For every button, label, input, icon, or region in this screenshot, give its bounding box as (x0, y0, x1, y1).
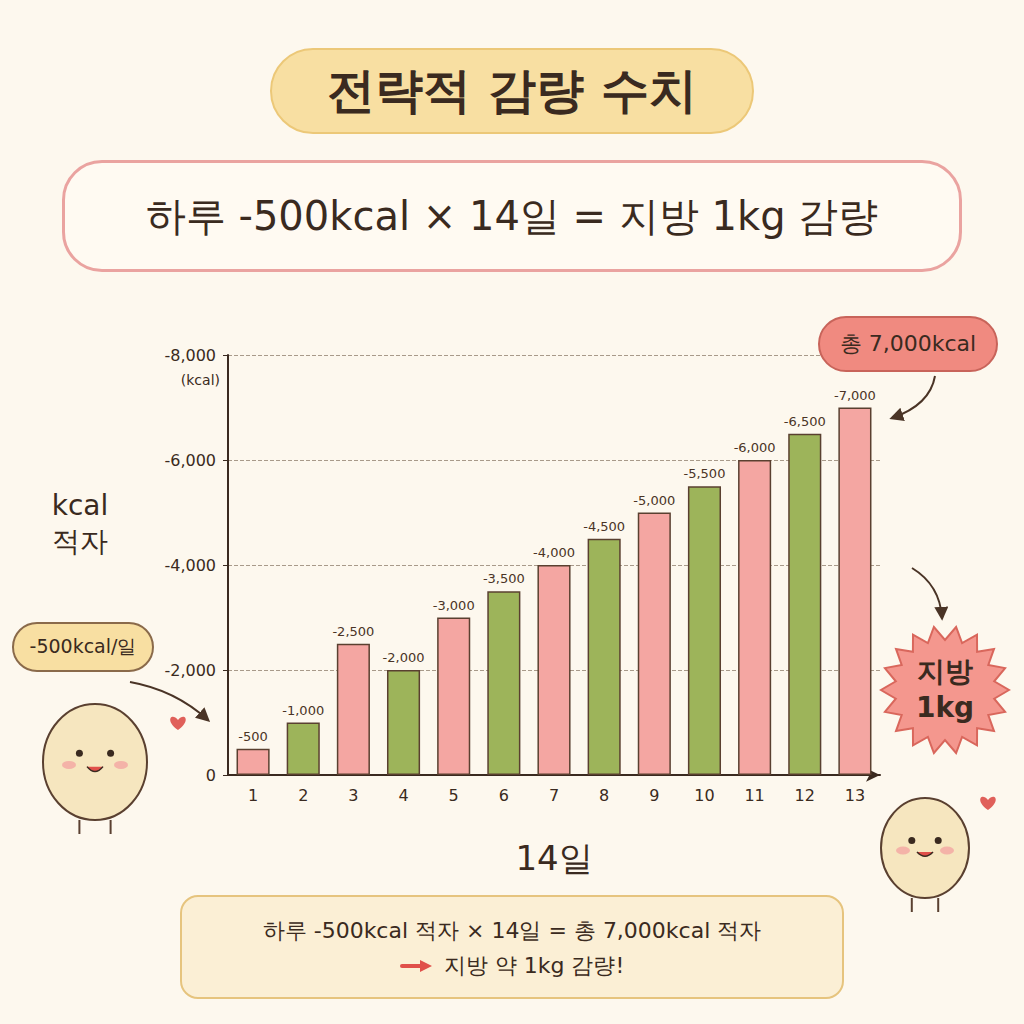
svg-text:-5,000: -5,000 (633, 493, 675, 508)
svg-text:-3,500: -3,500 (483, 571, 525, 586)
svg-text:13: 13 (845, 786, 865, 805)
svg-text:10: 10 (694, 786, 714, 805)
html-text:1kg: 1kg (915, 691, 975, 724)
svg-text:7: 7 (549, 786, 559, 805)
svg-text:6: 6 (499, 786, 509, 805)
html-text:하루 -500kcal 적자 × 14일 = 총 7,000: 하루 -500kcal 적자 × 14일 = 총 7,000kcal 적자 (262, 918, 762, 943)
html-text:-500kcal/일: -500kcal/일 (29, 635, 137, 657)
svg-text:1: 1 (248, 786, 258, 805)
svg-text:-4,000: -4,000 (164, 556, 216, 575)
html-text:kcal: kcal (51, 489, 109, 522)
svg-text:4: 4 (398, 786, 408, 805)
svg-text:0: 0 (206, 766, 216, 785)
svg-text:8: 8 (599, 786, 609, 805)
html-text:지방: 지방 (917, 654, 973, 688)
svg-text:-2,000: -2,000 (164, 661, 216, 680)
svg-text:-4,500: -4,500 (583, 519, 625, 534)
html-text:하루 -500kcal × 14일 = 지방 1kg 감량: 하루 -500kcal × 14일 = 지방 1kg 감량 (145, 192, 879, 239)
html-text:지방 약 1kg 감량!: 지방 약 1kg 감량! (443, 953, 625, 979)
svg-text:-6,500: -6,500 (784, 414, 826, 429)
svg-text:14일: 14일 (515, 838, 592, 878)
svg-text:9: 9 (649, 786, 659, 805)
svg-text:-4,000: -4,000 (533, 545, 575, 560)
html-text:적자: 적자 (52, 525, 108, 559)
html-text:총 7,000kcal: 총 7,000kcal (839, 331, 977, 356)
svg-text:2: 2 (298, 786, 308, 805)
svg-text:12: 12 (795, 786, 815, 805)
svg-text:-1,000: -1,000 (282, 703, 324, 718)
svg-text:-2,000: -2,000 (383, 650, 425, 665)
svg-text:11: 11 (744, 786, 764, 805)
svg-text:5: 5 (449, 786, 459, 805)
svg-text:-2,500: -2,500 (332, 624, 374, 639)
svg-text:-3,000: -3,000 (433, 598, 475, 613)
html-text:전략적 감량 수치: 전략적 감량 수치 (327, 62, 697, 118)
svg-text:-7,000: -7,000 (834, 388, 876, 403)
svg-text:-6,000: -6,000 (734, 440, 776, 455)
svg-text:3: 3 (348, 786, 358, 805)
svg-text:-6,000: -6,000 (164, 451, 216, 470)
svg-text:-500: -500 (238, 729, 268, 744)
html-text:(kcal): (kcal) (180, 372, 220, 388)
svg-text:-8,000: -8,000 (164, 346, 216, 365)
svg-text:-5,500: -5,500 (684, 466, 726, 481)
